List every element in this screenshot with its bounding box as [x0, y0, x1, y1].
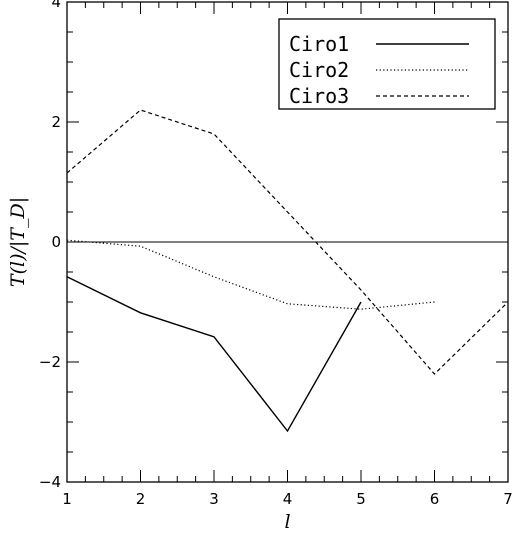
y-axis-label: T(l)/|T_D| [7, 197, 29, 287]
y-tick-label: −2 [39, 353, 61, 371]
ticks-layer [66, 1, 509, 483]
series-line-ciro1 [66, 276, 362, 433]
x-tick-label: 6 [430, 490, 440, 508]
x-tick-label: 2 [136, 490, 146, 508]
legend-box [278, 18, 496, 110]
y-tick-label: 0 [51, 233, 61, 251]
x-tick-label: 5 [356, 490, 366, 508]
y-tick-label: 4 [51, 0, 61, 11]
x-tick-label: 4 [283, 490, 293, 508]
x-tick-label: 7 [503, 490, 513, 508]
series-layer [66, 109, 509, 433]
series-line-ciro3 [66, 109, 509, 375]
y-tick-label: 2 [51, 113, 61, 131]
x-axis-label: l [284, 511, 290, 533]
tick-labels-layer: 1 2 3 4 5 6 7 −4 −2 0 2 4 [39, 0, 513, 508]
x-tick-label: 3 [209, 490, 219, 508]
y-tick-label: −4 [39, 473, 61, 491]
legend-label: Ciro3 [289, 84, 349, 108]
legend-label: Ciro2 [289, 58, 349, 82]
x-tick-label: 1 [62, 490, 72, 508]
legend-label: Ciro1 [289, 32, 349, 56]
series-line-ciro2 [66, 239, 435, 310]
